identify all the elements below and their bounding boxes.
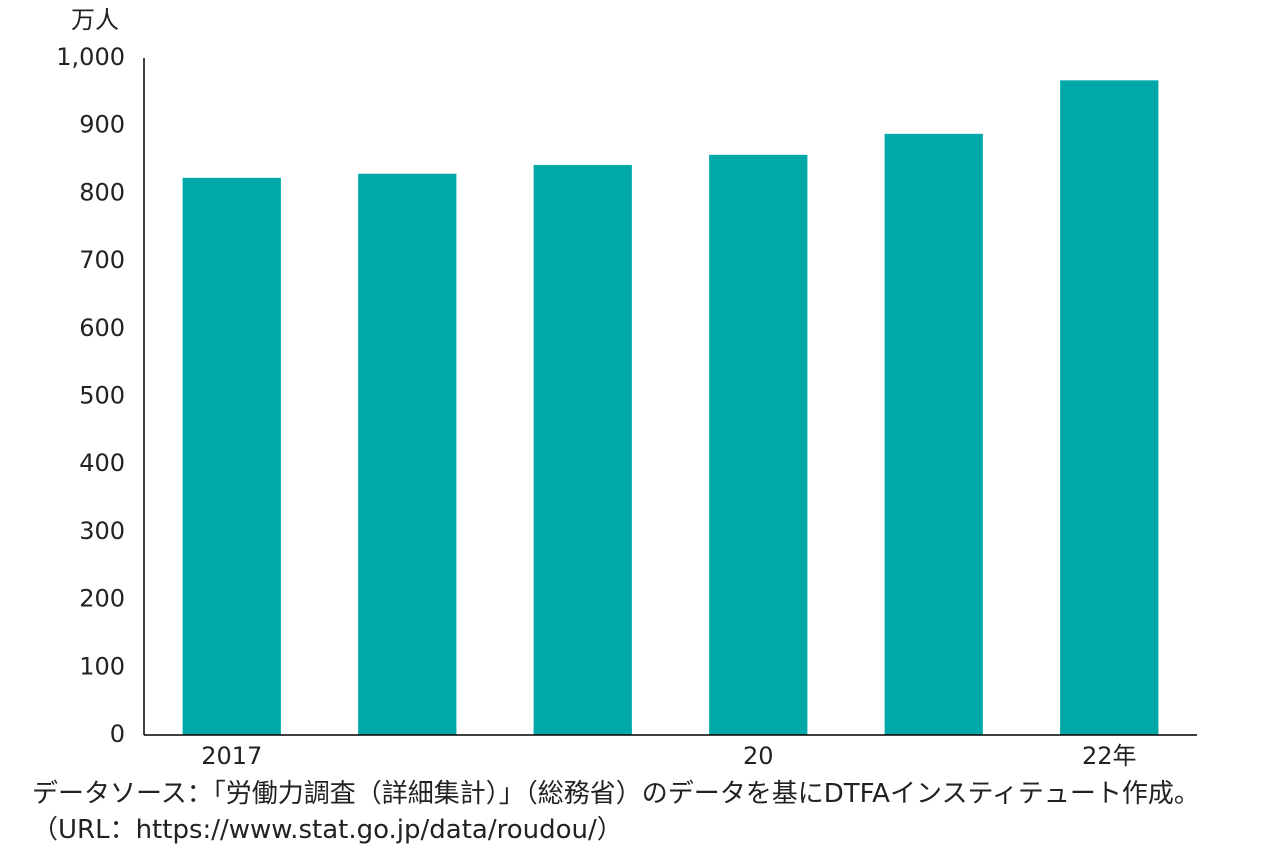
y-tick-label: 600 [79,314,125,342]
x-tick-label: 20 [743,742,774,770]
y-tick-label: 200 [79,585,125,613]
bar [1060,80,1159,735]
bar [182,177,281,736]
chart: 万人 0 100 200 300 400 500 600 700 800 900 1,000 2017… [56,6,1197,770]
x-tick-label: 22年 [1082,742,1137,770]
y-tick-label: 400 [79,449,125,477]
bar [533,164,632,735]
y-tick-label: 500 [79,382,125,410]
bar [884,133,983,736]
y-tick-label: 0 [110,720,125,748]
y-unit: 万人 [71,6,119,34]
y-tick-label: 300 [79,517,125,545]
y-tick-label: 100 [79,652,125,680]
y-tick-label: 900 [79,111,125,139]
bar [709,154,808,735]
y-tick-label: 700 [79,246,125,274]
bar [358,173,457,736]
y-tick-label: 1,000 [56,43,125,71]
source-note: データソース：「労働力調査（詳細集計）」（総務省）のデータを基にDTFAインステ… [32,779,1200,845]
y-tick-label: 800 [79,178,125,206]
x-tick-label: 2017 [201,742,262,770]
